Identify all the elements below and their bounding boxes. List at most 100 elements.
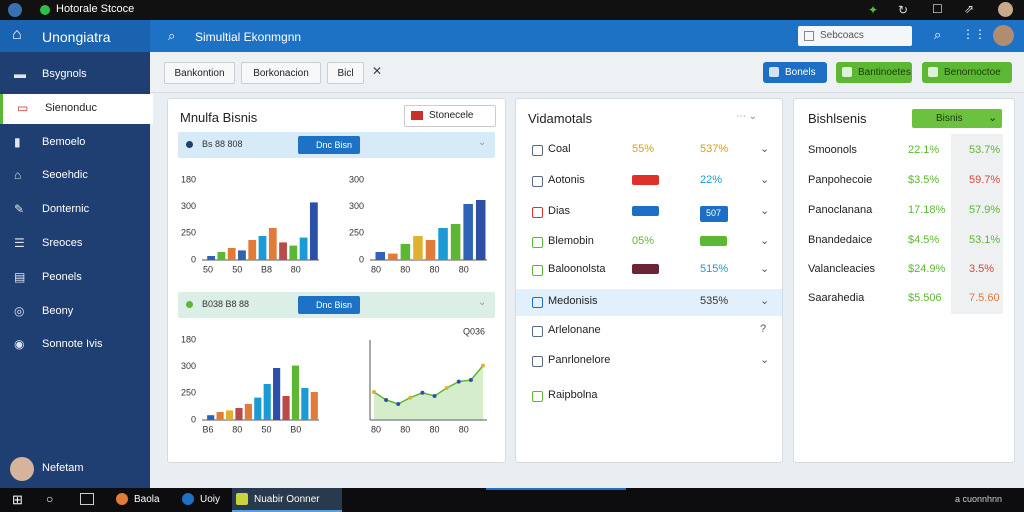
table-row[interactable]: Dias 507 ⌄ xyxy=(516,205,782,223)
row-name: Aotonis xyxy=(548,174,585,186)
dropdown[interactable]: Stonecele xyxy=(404,105,496,127)
section-button[interactable]: Dnc Bisn xyxy=(298,296,360,314)
section-caret[interactable]: ⌄ xyxy=(478,137,487,148)
home-icon[interactable]: ⌂ xyxy=(12,26,22,43)
chevron[interactable]: ⌄ xyxy=(760,205,770,217)
value: $3.5% xyxy=(908,174,940,186)
tray-icon[interactable]: ↻ xyxy=(898,3,909,17)
avatar[interactable] xyxy=(998,2,1013,17)
section-button[interactable]: Dnc Bisn xyxy=(298,136,360,154)
chart: Q036 80 80 80 80 xyxy=(369,328,487,434)
nav-item[interactable]: ✎ Donternic xyxy=(0,195,150,225)
grid-button[interactable]: ⋮⋮ xyxy=(962,27,986,41)
chevron[interactable]: ? xyxy=(760,323,767,335)
toolbar-tab[interactable]: Bankontion xyxy=(164,62,235,84)
search-button[interactable]: ⌕ xyxy=(934,27,942,42)
user-avatar[interactable] xyxy=(10,457,34,481)
point xyxy=(468,378,473,382)
tray-icon[interactable]: ⇗ xyxy=(964,2,975,16)
nav-item[interactable]: ▮ Bemoelo xyxy=(0,128,150,158)
panel-title: Bishlsenis xyxy=(808,111,867,126)
taskbar-item[interactable]: Uoiy xyxy=(178,488,228,512)
table-row[interactable]: Panpohecoie $3.5% 59.7% xyxy=(794,174,1014,190)
section-caret[interactable]: ⌄ xyxy=(478,297,487,308)
bar xyxy=(268,228,277,260)
y-tick-label: 0 xyxy=(359,254,364,264)
point xyxy=(481,363,485,368)
nav-item[interactable]: ☰ Sreoces xyxy=(0,229,150,259)
row-icon xyxy=(532,237,543,248)
bar xyxy=(207,256,216,260)
table-row[interactable]: Coal 55% 537% ⌄ xyxy=(516,143,782,161)
table-row[interactable]: Arlelonane? xyxy=(516,323,782,342)
table-row[interactable]: Aotonis 22% ⌄ xyxy=(516,174,782,192)
bar xyxy=(388,253,398,260)
nav-label: Sreoces xyxy=(42,237,83,249)
tray-icon[interactable]: ☐ xyxy=(932,2,943,16)
table-row[interactable]: Panoclanana 17.18% 57.9% xyxy=(794,204,1014,220)
dropdown[interactable]: Bisnis ⌄ xyxy=(912,109,1002,128)
chevron[interactable]: ⌄ xyxy=(760,354,770,366)
action-button[interactable]: Bonels xyxy=(763,62,827,83)
taskbar-item[interactable]: Nuabir Oonner xyxy=(232,488,342,512)
action-button[interactable]: Bantinoetes xyxy=(836,62,912,83)
nav-label: Sienonduc xyxy=(45,101,97,114)
table-row[interactable]: Raipbolna xyxy=(516,389,782,407)
table-row[interactable]: Blemobin 05% ⌄ xyxy=(516,235,782,253)
nav-icon: ◎ xyxy=(14,303,25,318)
row-name: Panrlonelore xyxy=(548,354,611,366)
app-icon xyxy=(8,3,22,17)
row-name: Saarahedia xyxy=(808,292,865,304)
x-tick-label: B6 xyxy=(202,424,213,434)
toolbar-tab[interactable]: Bicl xyxy=(327,62,364,84)
chevron[interactable]: ⌄ xyxy=(760,235,770,247)
app-header: ⌂ Unongiatra ⌕ Simultial Ekonmgnn Sebcoa… xyxy=(0,20,1024,52)
dropdown-label: Bisnis xyxy=(936,113,963,124)
x-tick-label: 80 xyxy=(459,264,469,274)
action-button[interactable]: Benornoctoe xyxy=(922,62,1012,83)
chevron[interactable]: ⌄ xyxy=(760,263,770,275)
nav-item[interactable]: ◉ Sonnote Ivis xyxy=(0,330,150,360)
table-row[interactable]: Baloonolsta 515% ⌄ xyxy=(516,263,782,281)
search-box[interactable]: Sebcoacs xyxy=(798,26,912,46)
close-button[interactable]: ✕ xyxy=(372,64,383,78)
value: 53.7% xyxy=(969,144,1001,156)
toolbar-tab[interactable]: Borkonacion xyxy=(241,62,321,84)
bar xyxy=(273,368,281,420)
point xyxy=(432,394,437,398)
row-name: Raipbolna xyxy=(548,389,598,401)
bar xyxy=(217,252,226,260)
bar xyxy=(400,244,411,260)
panel: Vidamotals ⋯ ⌄ Coal 55% 537% ⌄ Aotonis 22% ⌄ Di… xyxy=(515,98,783,463)
panel: Bishlsenis Bisnis ⌄ Smoonols 22.1% 53.7% Pa… xyxy=(793,98,1015,463)
nav-item[interactable]: ◎ Beony xyxy=(0,297,150,327)
table-row[interactable]: Bnandedaice $4.5% 53.1% xyxy=(794,234,1014,250)
search-icon[interactable]: ⌕ xyxy=(168,28,176,43)
nav-item[interactable]: ▬ Bsygnols xyxy=(0,60,150,90)
taskbar-icon xyxy=(116,493,128,505)
chevron[interactable]: ⌄ xyxy=(760,143,770,155)
table-row[interactable]: Valancleacies $24.9% 3.5% xyxy=(794,263,1014,279)
nav-item[interactable]: ⌂ Seoehdic xyxy=(0,161,150,191)
table-row[interactable]: Saarahedia $5.506 7.5.60 xyxy=(794,292,1014,308)
table-row[interactable]: Medonisis 535% ⌄ xyxy=(516,295,782,313)
search-button[interactable]: ○ xyxy=(46,492,54,506)
panel-menu[interactable]: ⋯ ⌄ xyxy=(736,111,758,122)
chevron[interactable]: ⌄ xyxy=(760,295,770,307)
task-view[interactable] xyxy=(80,493,94,505)
bar xyxy=(310,392,318,420)
table-row[interactable]: Smoonols 22.1% 53.7% xyxy=(794,144,1014,160)
value: $5.506 xyxy=(908,292,942,304)
chevron[interactable]: ⌄ xyxy=(760,174,770,186)
avatar[interactable] xyxy=(993,25,1014,46)
nav-item[interactable]: ▤ Peonels xyxy=(0,263,150,293)
table-row[interactable]: Panrlonelore ⌄ xyxy=(516,354,782,372)
taskbar-item[interactable]: Baola xyxy=(112,488,172,512)
badge xyxy=(632,264,659,274)
nav-item[interactable]: ▭ Sienonduc xyxy=(0,93,153,124)
nav-icon: ▤ xyxy=(14,269,26,284)
x-tick-label: 80 xyxy=(232,424,242,434)
tray-icon[interactable]: ✦ xyxy=(868,3,879,17)
start-button[interactable]: ⊞ xyxy=(12,492,23,507)
nav-label: Bemoelo xyxy=(42,135,86,148)
